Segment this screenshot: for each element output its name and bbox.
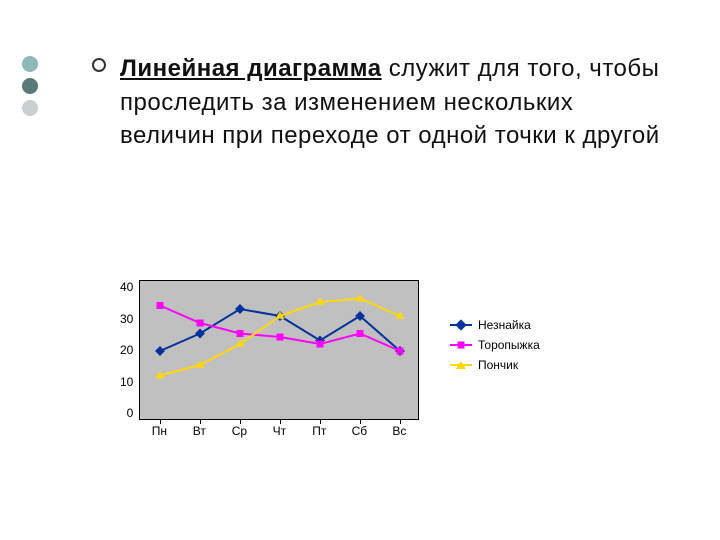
legend: Незнайка Торопыжка Пончик [450,318,540,378]
series-marker [317,341,324,348]
bullet-text: Линейная диаграмма служит для того, чтоб… [120,52,660,153]
x-tick-label: Сб [339,424,379,438]
legend-item: Торопыжка [450,338,540,352]
series-marker [356,294,365,301]
y-tick-label: 30 [120,312,133,326]
x-tick-label: Пт [299,424,339,438]
decor-dots [22,56,38,122]
x-tick-label: Ср [219,424,259,438]
series-marker [197,320,204,327]
decor-dot [22,78,38,94]
series-marker [397,348,404,355]
legend-label: Пончик [478,358,518,372]
x-tick-label: Пн [139,424,179,438]
series-marker [195,329,205,339]
series-marker [236,339,245,346]
series-marker [357,330,364,337]
term: Линейная диаграмма [120,55,382,82]
x-axis: ПнВтСрЧтПтСбВс [139,420,419,438]
slide: Линейная диаграмма служит для того, чтоб… [0,0,720,540]
chart-svg [140,281,420,421]
y-axis: 40 30 20 10 0 [120,280,139,420]
y-tick-label: 40 [120,280,133,294]
series-marker [157,302,164,309]
y-tick-label: 20 [120,343,133,357]
y-tick-label: 10 [120,375,133,389]
series-marker [155,346,165,356]
series-marker [277,334,284,341]
legend-item: Незнайка [450,318,540,332]
decor-dot [22,100,38,116]
legend-item: Пончик [450,358,540,372]
series-marker [235,304,245,314]
x-tick-label: Вт [179,424,219,438]
bullet-icon [92,58,106,72]
plot-area [139,280,419,420]
y-tick-label: 0 [127,406,134,420]
legend-label: Торопыжка [478,338,540,352]
line-chart: 40 30 20 10 0 ПнВтСрЧтПтСбВс Незнайка Торопыж… [120,280,600,438]
x-tick-label: Вс [379,424,419,438]
x-tick-label: Чт [259,424,299,438]
legend-label: Незнайка [478,318,531,332]
decor-dot [22,56,38,72]
series-marker [237,330,244,337]
